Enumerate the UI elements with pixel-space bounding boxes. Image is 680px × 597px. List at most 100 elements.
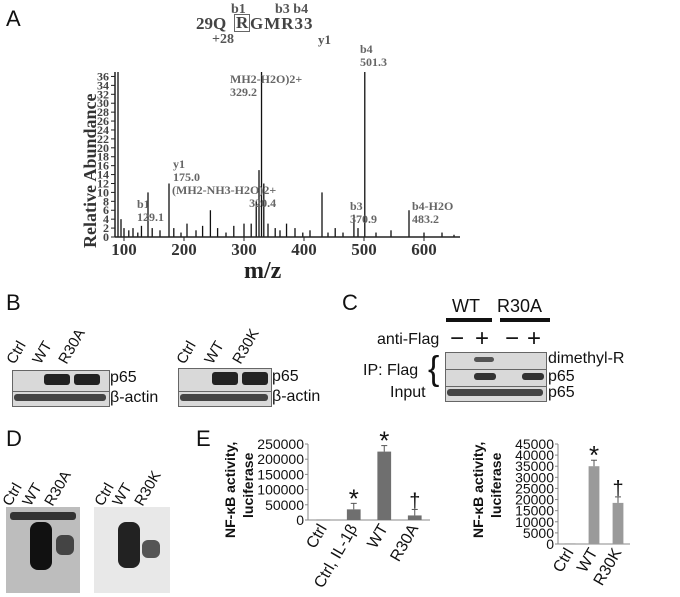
label-ip-flag: IP: Flag [363, 362, 419, 379]
y-tick-label: 26 [97, 114, 109, 128]
bar [588, 466, 600, 544]
peak-label-loss: (MH2-NH3-H2O)2+ 320.4 [172, 184, 276, 210]
lane-label-wt-d2: WT [109, 480, 136, 509]
y-tick-label: 35000 [515, 458, 554, 474]
bar [377, 451, 392, 520]
bar [346, 509, 361, 520]
label-dimethyl-r: dimethyl-R [548, 350, 625, 367]
y-tick-label: 200000 [257, 451, 304, 467]
lane-label-r30a-d1: R30A [41, 467, 75, 509]
peak-label-b4-h2o: b4-H2O 483.2 [412, 200, 453, 226]
band [242, 372, 268, 385]
spectrum-x-label: m/z [244, 258, 282, 284]
group-label-r30a: R30A [497, 296, 543, 316]
bar [564, 543, 576, 544]
y-tick-label: 45000 [515, 436, 554, 452]
peak-label-b4-text: b4 501.3 [360, 42, 387, 69]
spectrum-peaks [117, 72, 455, 237]
y-tick-label: 30 [97, 96, 109, 110]
band [74, 374, 100, 385]
sign-2: + [475, 325, 490, 352]
band [447, 389, 543, 396]
category-label: Ctrl [550, 546, 577, 576]
bar [407, 515, 422, 520]
lane-label-ctrl-b2: Ctrl [173, 338, 200, 367]
bar [612, 502, 624, 544]
y-tick-label: 150000 [257, 466, 304, 482]
label-p65-b1: p65 [110, 369, 137, 386]
panel-label-e: E [196, 426, 211, 451]
peptide-fragment-y1: y1 [318, 32, 331, 47]
blot-c-dimethyl [445, 352, 547, 370]
sign-3: − [505, 325, 520, 352]
bar [316, 519, 331, 521]
y-tick-label: 10000 [515, 514, 554, 530]
peak-label-b1: b1 129.1 [137, 198, 164, 224]
y-tick-label: 22 [97, 132, 109, 146]
label-actin-b1: β-actin [110, 389, 159, 406]
y-tick-label: 10 [97, 185, 109, 199]
label-p65-c2: p65 [548, 384, 575, 401]
x-tick-label: 600 [411, 240, 437, 259]
peak-label-mh-text: MH2-H2O)2+ 329.2 [230, 72, 303, 99]
y-tick-label: 2 [103, 221, 109, 235]
peak-label-b1-text: b1 129.1 [137, 197, 164, 224]
band [180, 394, 268, 401]
e1-y-label-1: NF-κB activity, [222, 441, 238, 538]
y-tick-label: 6 [103, 203, 109, 217]
y-tick-label: 16 [97, 159, 109, 173]
y-tick-label: 18 [97, 150, 109, 164]
y-tick-label: 34 [97, 78, 109, 92]
label-input: Input [390, 384, 426, 401]
peak-label-b4-h2o-text: b4-H2O 483.2 [412, 199, 454, 226]
y-tick-label: 50000 [265, 497, 304, 513]
peak-label-b3: b3 370.9 [350, 200, 377, 226]
e2-y-label-1: NF-κB activity, [470, 441, 486, 538]
spectrum-y-label: Relative Abundance [80, 93, 100, 248]
category-label: Ctrl [304, 522, 331, 552]
band [44, 374, 70, 385]
band [118, 522, 140, 568]
significance-mark: † [409, 490, 420, 512]
x-tick-label: 500 [351, 240, 377, 259]
significance-mark: † [612, 478, 623, 500]
y-tick-label: 15000 [515, 503, 554, 519]
y-tick-label: 0 [546, 536, 554, 552]
x-tick-label: 200 [171, 240, 197, 259]
peptide-left: 29Q [196, 14, 227, 33]
category-label: R30A [387, 521, 422, 564]
y-tick-label: 100000 [257, 482, 304, 498]
lane-label-wt-b1: WT [29, 338, 56, 367]
lane-label-r30k-b2: R30K [229, 325, 263, 367]
y-tick-label: 0 [296, 512, 304, 528]
y-tick-label: 40000 [515, 447, 554, 463]
panel-label-b: B [6, 290, 21, 315]
significance-mark: * [349, 483, 359, 513]
band [56, 535, 74, 555]
y-tick-label: 20 [97, 141, 109, 155]
label-p65-c1: p65 [548, 368, 575, 385]
significance-mark: * [589, 440, 599, 470]
luciferase-chart-r30a: 050000100000150000200000250000Ctrl*Ctrl,… [257, 430, 430, 591]
band [142, 540, 160, 558]
lane-label-r30k-d2: R30K [131, 467, 165, 509]
y-tick-label: 28 [97, 105, 109, 119]
x-tick-label: 100 [111, 240, 137, 259]
category-label: WT [365, 521, 392, 551]
band [30, 522, 52, 570]
group-bar-wt [446, 318, 492, 322]
band [14, 394, 106, 401]
lane-label-r30a-b1: R30A [55, 325, 89, 367]
band [212, 372, 238, 385]
label-anti-flag: anti-Flag [377, 331, 440, 348]
peak-label-y1-text: y1 175.0 [173, 157, 200, 184]
label-p65-b2: p65 [272, 368, 299, 385]
peptide-r: R [234, 13, 251, 32]
y-tick-label: 36 [97, 69, 109, 83]
y-tick-label: 5000 [523, 525, 554, 541]
lane-label-wt-b2: WT [201, 338, 228, 367]
y-tick-label: 20000 [515, 492, 554, 508]
bracket: { [428, 350, 440, 388]
y-tick-label: 24 [97, 123, 109, 137]
